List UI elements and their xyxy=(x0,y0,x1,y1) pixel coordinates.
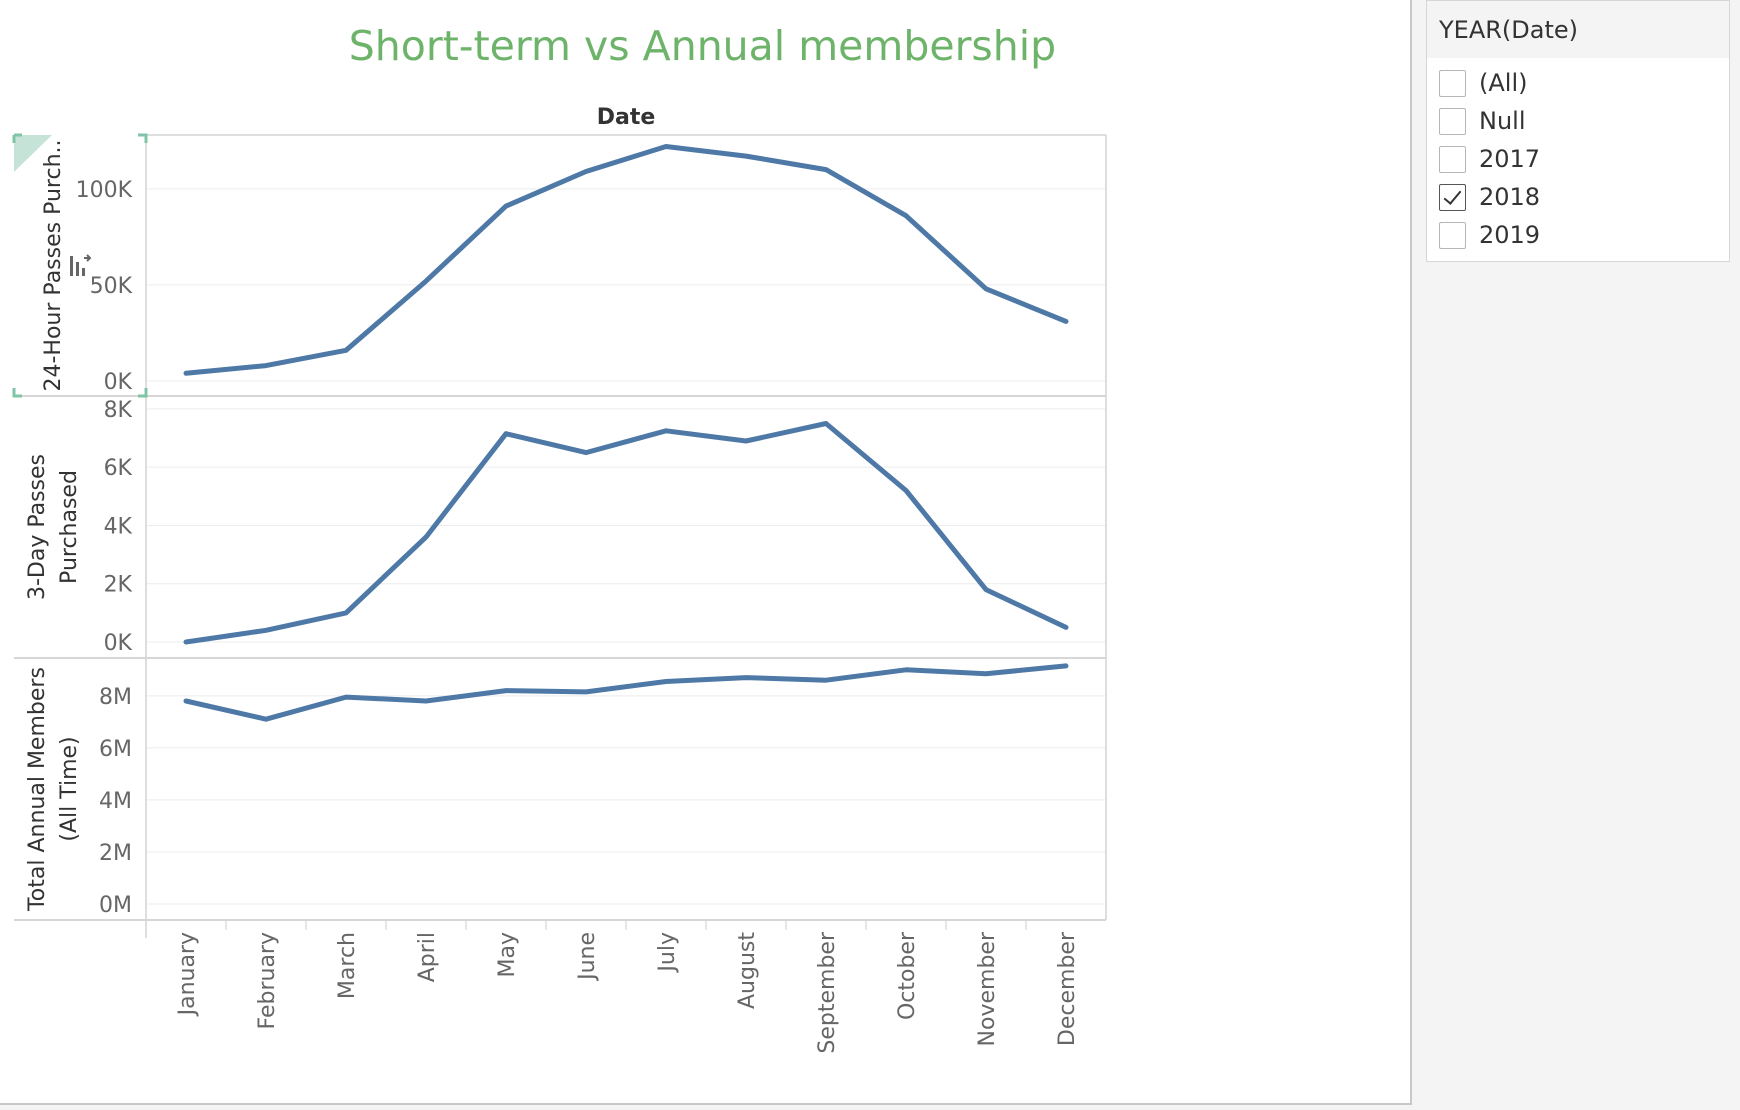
data-point xyxy=(263,716,269,722)
data-point xyxy=(1063,318,1069,324)
checkbox-icon[interactable] xyxy=(1439,221,1466,249)
data-point xyxy=(743,153,749,159)
data-point xyxy=(583,689,589,695)
y-tick-label: 0M xyxy=(99,893,132,918)
filter-option-null[interactable]: Null xyxy=(1427,102,1729,140)
selection-corner-icon xyxy=(12,133,22,143)
data-point xyxy=(343,694,349,700)
filter-option-label: 2019 xyxy=(1479,221,1541,249)
x-tick-label: September xyxy=(815,931,840,1054)
y-tick-label: 0K xyxy=(104,370,133,395)
data-point xyxy=(583,169,589,175)
data-point xyxy=(263,363,269,369)
data-point xyxy=(743,675,749,681)
checkbox-icon[interactable] xyxy=(1439,69,1466,97)
data-point xyxy=(663,428,669,434)
data-point xyxy=(583,450,589,456)
data-point xyxy=(263,627,269,633)
filter-option-label: Null xyxy=(1479,107,1526,135)
chart-title: Short-term vs Annual membership xyxy=(348,22,1057,70)
x-tick-label: December xyxy=(1055,931,1080,1046)
data-point xyxy=(503,203,509,209)
data-point xyxy=(903,487,909,493)
x-tick-label: January xyxy=(175,932,200,1017)
y-tick-label: 6M xyxy=(99,737,132,762)
checkbox-icon[interactable] xyxy=(1439,145,1466,173)
x-tick-label: February xyxy=(255,932,280,1030)
y-axis-title: 24-Hour Passes Purch.. xyxy=(41,139,66,391)
data-point xyxy=(903,213,909,219)
bottom-strip xyxy=(0,1105,1412,1110)
data-point xyxy=(423,698,429,704)
filter-option-all[interactable]: (All) xyxy=(1427,64,1729,102)
series-line xyxy=(183,663,1069,722)
y-tick-label: 2M xyxy=(99,841,132,866)
y-axis-title: Purchased xyxy=(57,470,82,584)
data-point xyxy=(663,144,669,150)
y-tick-label: 6K xyxy=(104,456,133,481)
chart-canvas: Short-term vs Annual membership Date 0K 50… xyxy=(0,0,1412,1105)
data-point xyxy=(503,431,509,437)
filter-title: YEAR(Date) xyxy=(1427,1,1729,58)
y-tick-label: 0K xyxy=(104,631,133,656)
x-tick-label: July xyxy=(655,932,680,974)
data-point xyxy=(423,534,429,540)
filter-option-2018[interactable]: 2018 xyxy=(1427,178,1729,216)
filter-option-2017[interactable]: 2017 xyxy=(1427,140,1729,178)
y-tick-label: 4K xyxy=(104,514,133,539)
y-tick-label: 50K xyxy=(90,274,133,299)
sort-icon[interactable] xyxy=(70,254,92,276)
selection-corner-icon xyxy=(12,388,22,398)
y-tick-label: 100K xyxy=(76,178,133,203)
filter-option-label: 2018 xyxy=(1479,183,1541,211)
x-tick-label: May xyxy=(495,932,520,977)
x-tick-label: November xyxy=(975,931,1000,1046)
data-point xyxy=(1063,663,1069,669)
data-point xyxy=(183,698,189,704)
x-tick-label: March xyxy=(335,932,360,999)
x-tick-label: April xyxy=(415,932,440,982)
data-point xyxy=(983,671,989,677)
data-point xyxy=(983,286,989,292)
series-line xyxy=(183,421,1069,645)
x-tick-label: October xyxy=(895,931,920,1020)
data-point xyxy=(823,167,829,173)
data-point xyxy=(343,347,349,353)
data-point xyxy=(423,278,429,284)
y-axis-title: Total Annual Members xyxy=(25,667,50,912)
data-point xyxy=(823,420,829,426)
selection-corner-icon xyxy=(138,388,148,398)
x-tick-label: June xyxy=(575,932,600,982)
data-point xyxy=(823,677,829,683)
checkbox-icon[interactable] xyxy=(1439,183,1466,211)
selection-corner-icon xyxy=(138,133,148,143)
y-axis-title: 3-Day Passes xyxy=(25,454,50,600)
data-point xyxy=(183,370,189,376)
data-point xyxy=(503,688,509,694)
filter-option-label: 2017 xyxy=(1479,145,1541,173)
year-filter-card: YEAR(Date) (All) Null 2017 2018 2019 xyxy=(1426,0,1730,262)
filter-option-label: (All) xyxy=(1479,69,1528,97)
data-point xyxy=(343,610,349,616)
series-line xyxy=(183,144,1069,376)
filter-options-list: (All) Null 2017 2018 2019 xyxy=(1427,58,1729,254)
data-point xyxy=(663,679,669,685)
selection-corner-icon xyxy=(14,135,52,172)
y-axis-title: (All Time) xyxy=(57,736,82,841)
data-point xyxy=(903,667,909,673)
data-point xyxy=(183,639,189,645)
x-tick-label: August xyxy=(735,932,760,1009)
filter-option-2019[interactable]: 2019 xyxy=(1427,216,1729,254)
checkbox-icon[interactable] xyxy=(1439,107,1466,135)
data-point xyxy=(743,438,749,444)
column-header: Date xyxy=(597,105,656,130)
y-tick-label: 8K xyxy=(104,398,133,423)
line-chart-panels[interactable]: Date 0K 50K 100K 24-Hour Passes Purch.. 0K 2K 4… xyxy=(0,0,1408,1103)
data-point xyxy=(983,587,989,593)
y-tick-label: 4M xyxy=(99,789,132,814)
y-tick-label: 2K xyxy=(104,573,133,598)
y-tick-label: 8M xyxy=(99,685,132,710)
data-point xyxy=(1063,624,1069,630)
